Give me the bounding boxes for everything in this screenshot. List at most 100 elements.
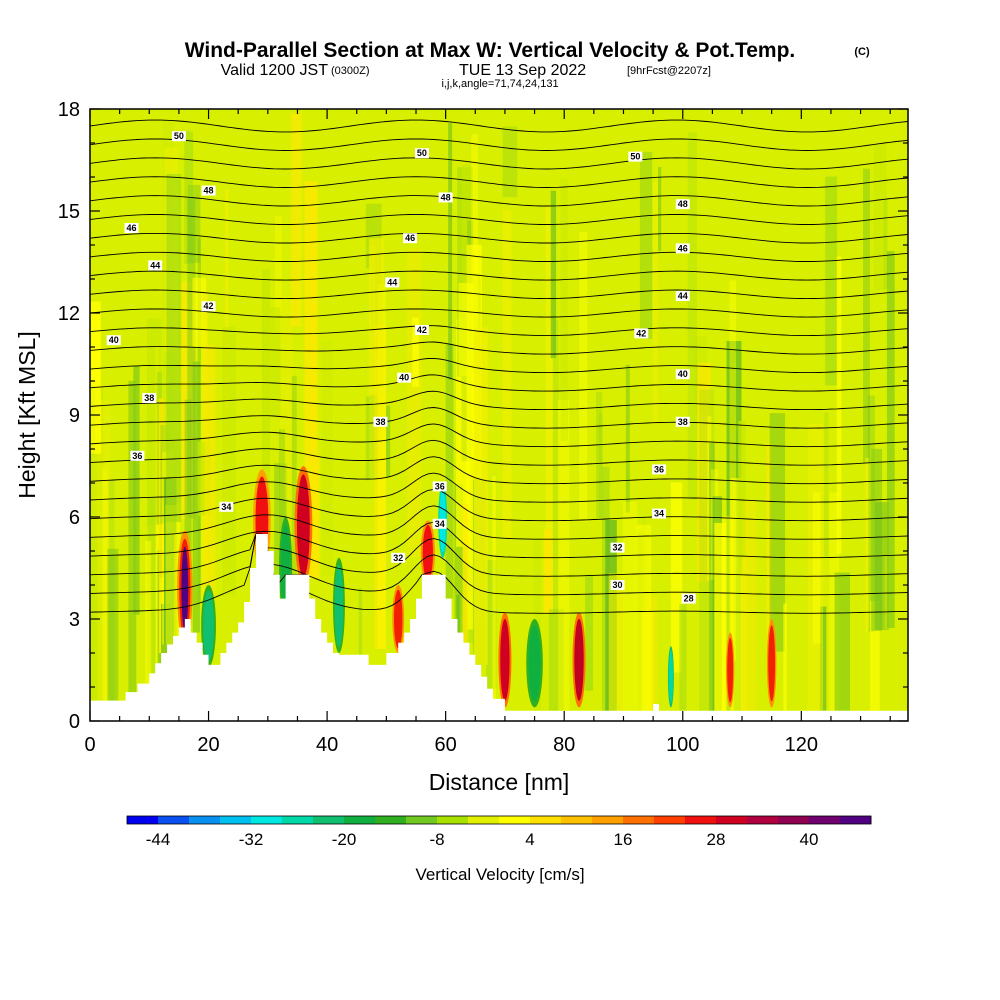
velocity-cell: [393, 589, 403, 649]
contour-label-bg: [675, 291, 690, 301]
velocity-streak: [278, 429, 285, 585]
velocity-streak: [729, 280, 737, 661]
contour-label: 44: [387, 277, 397, 287]
colorbar-swatch: [716, 816, 748, 824]
velocity-streak: [471, 134, 478, 460]
contour-label: 40: [678, 369, 688, 379]
isentrope-line: [90, 456, 908, 485]
velocity-streak: [274, 215, 282, 331]
velocity-streak: [558, 399, 570, 711]
contour-label-bg: [675, 199, 690, 210]
contour-label: 42: [417, 325, 427, 335]
velocity-streak: [407, 249, 422, 558]
x-tick-label: 40: [316, 734, 338, 756]
contour-label-bg: [124, 223, 139, 233]
isentrope-line: [90, 374, 908, 392]
contour-label: 36: [435, 481, 445, 491]
velocity-streak: [502, 210, 512, 538]
contour-label-bg: [397, 372, 412, 383]
velocity-streak: [836, 256, 842, 554]
velocity-streak: [128, 380, 137, 693]
contour-label: 34: [654, 509, 664, 519]
contour-label-bg: [634, 328, 649, 339]
velocity-streak: [90, 388, 104, 701]
contour-label-bg: [610, 542, 625, 553]
velocity-streak: [769, 413, 786, 652]
colorbar-swatch: [313, 816, 345, 824]
colorbar-swatch: [344, 816, 376, 824]
isentrope-line: [90, 423, 908, 448]
contour-label-bg: [106, 335, 121, 346]
velocity-streak: [107, 548, 119, 701]
y-tick-label: 6: [69, 507, 80, 529]
isentrope-line: [90, 357, 908, 374]
isentrope-line: [90, 521, 908, 559]
velocity-streak: [192, 361, 200, 633]
velocity-streak: [90, 301, 101, 454]
velocity-cell: [500, 618, 510, 701]
contour-label: 42: [204, 301, 214, 311]
x-tick-label: 0: [84, 734, 95, 756]
colorbar-frame: [126, 815, 872, 825]
colorbar-swatch: [747, 816, 779, 824]
velocity-streak: [358, 588, 363, 655]
velocity-streak: [697, 362, 711, 582]
velocity-streak: [456, 594, 461, 633]
velocity-streak: [454, 484, 464, 633]
isentrope-line: [90, 138, 908, 151]
velocity-streak: [386, 405, 391, 478]
colorbar-swatch: [468, 816, 500, 824]
velocity-streak: [374, 325, 386, 650]
isentrope-line: [90, 472, 908, 503]
velocity-streak: [622, 501, 638, 711]
velocity-streak: [173, 531, 178, 636]
velocity-streak: [280, 295, 293, 499]
velocity-streak: [108, 480, 115, 701]
x-tick-label: 100: [666, 734, 699, 756]
isentrope-line: [90, 533, 908, 614]
velocity-streak: [369, 238, 384, 395]
contour-label: 34: [221, 502, 231, 512]
velocity-streak: [133, 365, 140, 615]
contour-label: 44: [150, 260, 160, 270]
contour-label-bg: [652, 508, 667, 519]
velocity-streak: [870, 601, 880, 711]
isentrope-line: [90, 232, 908, 244]
contour-label: 50: [417, 148, 427, 158]
velocity-streak: [657, 167, 662, 252]
velocity-cell: [203, 590, 214, 661]
contour-label-bg: [201, 301, 216, 312]
velocity-streak: [145, 540, 152, 684]
colorbar-swatch: [282, 816, 314, 824]
velocity-streak: [709, 442, 715, 711]
colorbar-swatch: [127, 816, 159, 824]
isentropes: [90, 119, 908, 614]
contour-label-bg: [219, 501, 234, 512]
isentrope-line: [90, 289, 908, 300]
isentrope-line: [90, 505, 908, 540]
velocity-streak: [783, 603, 787, 711]
velocity-streak: [550, 190, 557, 359]
contour-label-bg: [432, 518, 447, 529]
velocity-streak: [595, 392, 603, 519]
contour-label: 38: [678, 417, 688, 427]
y-tick-label: 15: [58, 201, 80, 223]
isentrope-line: [90, 533, 908, 596]
velocity-streak: [766, 443, 772, 654]
velocity-streak: [639, 151, 653, 339]
contour-label-bg: [652, 464, 667, 475]
x-axis-label: Distance [nm]: [429, 769, 570, 795]
velocity-streak: [204, 345, 216, 600]
contour-label: 46: [405, 233, 415, 243]
velocity-cell: [334, 564, 344, 647]
isentrope-line: [90, 341, 908, 355]
velocity-streak: [825, 176, 838, 386]
colorbar-swatch: [561, 816, 593, 824]
colorbar-tick-label: -32: [239, 830, 264, 849]
x-tick-label: 80: [553, 734, 575, 756]
colorbar-swatch: [623, 816, 655, 824]
colorbar: -44 -32 -20 -8 4 16 28 40: [126, 815, 872, 849]
contour-label-bg: [414, 148, 429, 159]
velocity-streak: [462, 503, 469, 643]
chart-subtitle-date: TUE 13 Sep 2022: [459, 62, 586, 79]
